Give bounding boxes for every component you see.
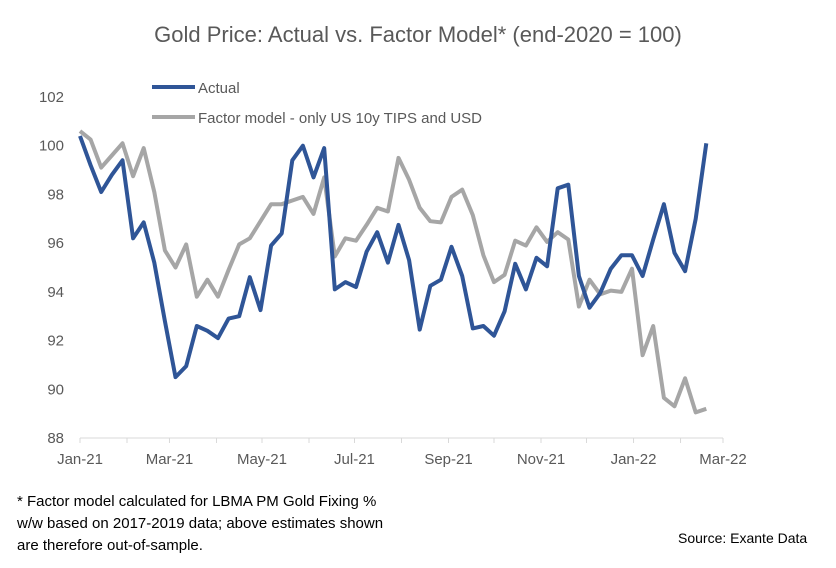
source-note: Source: Exante Data	[678, 530, 808, 546]
y-tick-label: 98	[47, 186, 64, 203]
x-tick-label: Jan-21	[57, 451, 103, 468]
legend: Actual Factor model - only US 10y TIPS a…	[152, 80, 482, 127]
y-tick-label: 92	[47, 333, 64, 350]
legend-label-factor-model: Factor model - only US 10y TIPS and USD	[198, 110, 482, 127]
x-tick-label: Sep-21	[424, 451, 472, 468]
x-axis: Jan-21 Mar-21 May-21 Jul-21 Sep-21 Nov-21 Jan-…	[57, 437, 747, 468]
y-tick-label: 96	[47, 235, 64, 252]
y-tick-label: 90	[47, 381, 64, 398]
legend-label-actual: Actual	[198, 80, 240, 97]
x-tick-label: May-21	[237, 451, 287, 468]
chart-title: Gold Price: Actual vs. Factor Model* (en…	[154, 22, 682, 47]
series-lines	[78, 129, 709, 415]
series-line-actual	[78, 135, 709, 380]
y-tick-label: 94	[47, 284, 64, 301]
x-tick-label: Mar-21	[146, 451, 194, 468]
y-axis: 88 90 92 94 96 98 100 102	[39, 89, 64, 447]
y-tick-label: 88	[47, 430, 64, 447]
y-tick-label: 100	[39, 138, 64, 155]
x-tick-label: Jul-21	[334, 451, 375, 468]
x-tick-label: Mar-22	[699, 451, 747, 468]
y-tick-label: 102	[39, 89, 64, 106]
x-tick-label: Nov-21	[517, 451, 565, 468]
footnote: * Factor model calculated for LBMA PM Go…	[17, 493, 384, 554]
x-tick-label: Jan-22	[611, 451, 657, 468]
